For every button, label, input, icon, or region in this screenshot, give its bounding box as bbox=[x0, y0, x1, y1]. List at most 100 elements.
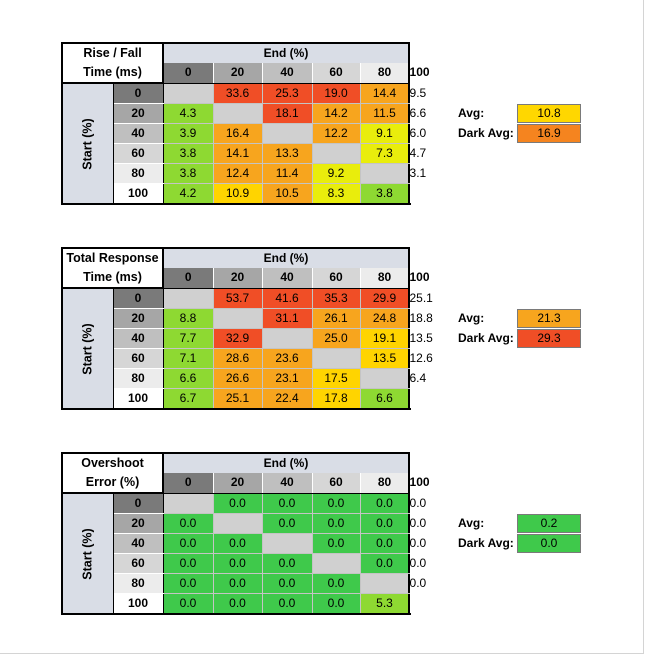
value-cell: 12.4 bbox=[212, 163, 263, 184]
column-header: 60 bbox=[311, 63, 361, 84]
value-cell: 0.0 bbox=[311, 573, 361, 594]
row-header: 20 bbox=[113, 308, 164, 329]
row-header: 20 bbox=[113, 103, 164, 124]
value-cell: 18.1 bbox=[261, 103, 313, 124]
avg-label: Avg: bbox=[458, 311, 485, 325]
column-header: 40 bbox=[261, 268, 312, 289]
table-row: 20 4.3 18.1 14.2 11.5 6.6 bbox=[62, 103, 426, 124]
row-header: 80 bbox=[113, 573, 164, 594]
value-cell: 3.9 bbox=[162, 123, 214, 144]
column-header: 60 bbox=[311, 473, 361, 494]
table-row: 40 0.0 0.0 0.0 0.0 0.0 bbox=[62, 533, 426, 554]
value-cell: 17.5 bbox=[311, 368, 361, 389]
row-header: 40 bbox=[113, 123, 164, 144]
value-cell: 0.0 bbox=[212, 553, 263, 574]
value-cell: 14.2 bbox=[311, 103, 361, 124]
value-cell: 14.4 bbox=[359, 82, 410, 104]
value-cell: 0.0 bbox=[212, 573, 263, 594]
value-cell: 0.0 bbox=[162, 553, 214, 574]
table-row: 40 3.9 16.4 12.2 9.1 6.0 bbox=[62, 123, 426, 144]
value-cell: 0.0 bbox=[311, 533, 361, 554]
table-title-line2: Time (ms) bbox=[60, 63, 165, 84]
value-cell: 26.6 bbox=[212, 368, 263, 389]
empty-cell bbox=[311, 143, 361, 164]
table-row: 60 0.0 0.0 0.0 0.0 0.0 bbox=[62, 553, 426, 574]
empty-cell bbox=[359, 163, 410, 184]
value-cell: 13.3 bbox=[261, 143, 313, 164]
row-header: 0 bbox=[113, 83, 164, 104]
value-cell: 6.6 bbox=[359, 388, 410, 410]
value-cell: 25.3 bbox=[261, 82, 313, 104]
table-row: 60 7.1 28.6 23.6 13.5 12.6 bbox=[62, 348, 433, 369]
column-header: 80 bbox=[359, 473, 410, 494]
value-cell: 32.9 bbox=[212, 328, 263, 349]
value-cell: 0.0 bbox=[359, 513, 410, 534]
value-cell: 11.4 bbox=[261, 163, 313, 184]
empty-cell bbox=[261, 328, 313, 349]
dark-avg-label: Dark Avg: bbox=[458, 536, 514, 550]
table-row: 60 3.8 14.1 13.3 7.3 4.7 bbox=[62, 143, 426, 164]
table-0: Rise / Fall End (%) Time (ms) 0 20 40 60 80 100 S… bbox=[60, 42, 430, 205]
empty-cell bbox=[359, 368, 410, 389]
value-cell: 0.0 bbox=[261, 492, 313, 514]
row-header: 60 bbox=[113, 143, 164, 164]
table-row: 100 6.7 25.1 22.4 17.8 6.6 bbox=[62, 388, 410, 410]
table-title-line1: Total Response bbox=[61, 247, 164, 268]
value-cell: 33.6 bbox=[212, 82, 263, 104]
value-cell: 25.1 bbox=[212, 388, 263, 410]
value-cell: 4.3 bbox=[162, 103, 214, 124]
empty-cell bbox=[359, 573, 410, 594]
start-percent-label: Start (%) bbox=[80, 527, 95, 580]
value-cell: 25.0 bbox=[311, 328, 361, 349]
empty-cell bbox=[212, 513, 263, 534]
value-cell: 53.7 bbox=[212, 287, 263, 309]
value-cell: 6.7 bbox=[162, 388, 214, 410]
value-cell: 0.0 bbox=[212, 533, 263, 554]
value-cell: 3.8 bbox=[162, 163, 214, 184]
table-title-line1: Overshoot bbox=[60, 452, 165, 473]
column-header: 20 bbox=[212, 63, 263, 84]
value-cell: 0.0 bbox=[162, 513, 214, 534]
value-cell: 14.1 bbox=[212, 143, 263, 164]
column-header: 40 bbox=[261, 63, 313, 84]
column-header: 80 bbox=[359, 268, 409, 289]
value-cell: 3.8 bbox=[359, 183, 410, 205]
empty-cell bbox=[261, 533, 313, 554]
value-cell: 10.9 bbox=[212, 183, 263, 205]
table-row: 80 0.0 0.0 0.0 0.0 0.0 bbox=[62, 573, 426, 594]
value-cell: 0.0 bbox=[212, 492, 263, 514]
value-cell: 8.3 bbox=[311, 183, 361, 205]
value-cell: 0.0 bbox=[261, 593, 313, 615]
value-cell: 0.0 bbox=[359, 492, 410, 514]
value-cell: 0.0 bbox=[261, 513, 313, 534]
table-row: 40 7.7 32.9 25.0 19.1 13.5 bbox=[62, 328, 433, 349]
row-header: 60 bbox=[113, 553, 164, 574]
row-header: 0 bbox=[113, 288, 164, 309]
value-cell: 23.1 bbox=[261, 368, 313, 389]
start-percent-label: Start (%) bbox=[80, 117, 95, 170]
table-row: Start (%) 0 0.0 0.0 0.0 0.0 0.0 bbox=[61, 492, 426, 615]
value-cell: 16.4 bbox=[212, 123, 263, 144]
column-header: 0 bbox=[162, 63, 214, 84]
value-cell: 26.1 bbox=[311, 308, 361, 329]
value-cell: 5.3 bbox=[359, 593, 410, 615]
value-cell: 22.4 bbox=[261, 388, 313, 410]
dark-avg-value: 0.0 bbox=[517, 534, 581, 553]
column-header: 0 bbox=[162, 473, 214, 494]
value-cell: 0.0 bbox=[359, 553, 410, 574]
avg-value: 0.2 bbox=[517, 514, 581, 533]
start-percent-label: Start (%) bbox=[80, 322, 95, 375]
value-cell: 23.6 bbox=[261, 348, 313, 369]
empty-cell bbox=[212, 103, 263, 124]
value-cell: 10.5 bbox=[261, 183, 313, 205]
value-cell: 13.5 bbox=[359, 348, 410, 369]
value-cell: 0.0 bbox=[359, 533, 410, 554]
table-row: 80 3.8 12.4 11.4 9.2 3.1 bbox=[62, 163, 426, 184]
column-header: 60 bbox=[311, 268, 360, 289]
value-cell: 8.8 bbox=[162, 308, 214, 329]
value-cell: 0.0 bbox=[311, 513, 361, 534]
empty-cell bbox=[311, 348, 361, 369]
value-cell: 0.0 bbox=[311, 593, 361, 615]
dark-avg-value: 16.9 bbox=[517, 124, 581, 143]
